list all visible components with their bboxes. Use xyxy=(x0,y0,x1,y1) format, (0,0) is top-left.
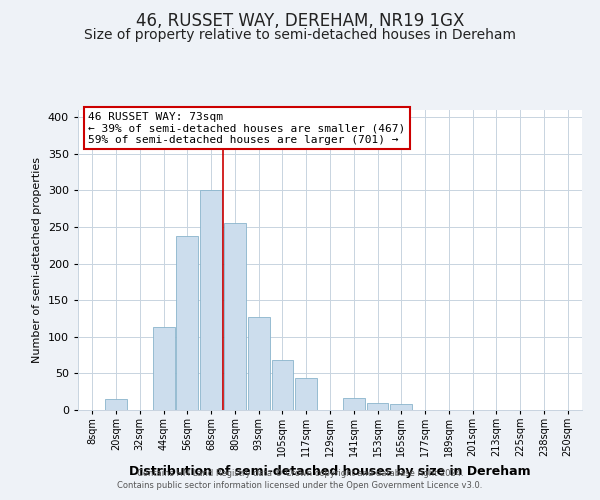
Bar xyxy=(200,190,222,410)
Text: 46, RUSSET WAY, DEREHAM, NR19 1GX: 46, RUSSET WAY, DEREHAM, NR19 1GX xyxy=(136,12,464,30)
Bar xyxy=(248,317,269,410)
Y-axis label: Number of semi-detached properties: Number of semi-detached properties xyxy=(32,157,42,363)
Bar xyxy=(176,236,198,410)
Bar xyxy=(105,399,127,410)
Bar xyxy=(391,404,412,410)
Bar xyxy=(224,224,246,410)
X-axis label: Distribution of semi-detached houses by size in Dereham: Distribution of semi-detached houses by … xyxy=(129,465,531,478)
Text: Size of property relative to semi-detached houses in Dereham: Size of property relative to semi-detach… xyxy=(84,28,516,42)
Text: Contains HM Land Registry data © Crown copyright and database right 2024.: Contains HM Land Registry data © Crown c… xyxy=(137,468,463,477)
Bar xyxy=(152,328,175,410)
Text: Contains public sector information licensed under the Open Government Licence v3: Contains public sector information licen… xyxy=(118,481,482,490)
Bar xyxy=(295,378,317,410)
Bar xyxy=(343,398,365,410)
Text: 46 RUSSET WAY: 73sqm
← 39% of semi-detached houses are smaller (467)
59% of semi: 46 RUSSET WAY: 73sqm ← 39% of semi-detac… xyxy=(88,112,406,144)
Bar xyxy=(367,404,388,410)
Bar xyxy=(272,360,293,410)
